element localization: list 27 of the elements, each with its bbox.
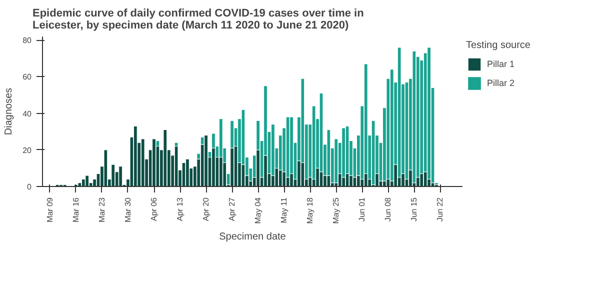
- x-tick-label: Mar 30: [123, 196, 132, 222]
- x-tick-label: May 18: [306, 196, 315, 224]
- x-tick-label: May 11: [280, 196, 289, 224]
- x-tick-label: Mar 23: [97, 196, 106, 222]
- legend-label: Pillar 1: [487, 59, 515, 69]
- y-tick-label: 80: [22, 36, 32, 46]
- x-axis-title: Specimen date: [219, 232, 286, 243]
- y-tick-label: 0: [27, 182, 32, 192]
- x-tick-label: Mar 16: [71, 196, 80, 222]
- legend-label: Pillar 2: [487, 78, 515, 88]
- x-tick-label: Apr 20: [202, 196, 211, 222]
- legend-title: Testing source: [466, 40, 530, 51]
- y-tick-label: 20: [22, 146, 32, 155]
- x-tick-label: Apr 13: [176, 196, 185, 222]
- x-tick-label: Apr 06: [150, 196, 159, 222]
- x-tick-label: May 04: [254, 196, 263, 224]
- y-tick-label: 40: [22, 109, 32, 118]
- x-tick-label: Mar 09: [45, 196, 54, 222]
- x-tick-label: Jun 01: [358, 196, 367, 222]
- x-tick-label: Jun 15: [410, 196, 419, 222]
- x-tick-label: May 25: [332, 196, 341, 224]
- x-tick-label: Jun 08: [384, 196, 393, 222]
- x-tick-label: Jun 22: [436, 196, 445, 222]
- y-tick-label: 60: [22, 72, 32, 82]
- y-axis-title: Diagnoses: [4, 88, 15, 136]
- x-tick-label: Apr 27: [228, 196, 237, 222]
- chart-title: Epidemic curve of daily confirmed COVID-19 cases over time in Leicester, by specimen date (March 11 2020 to June 21 2020): [32, 8, 364, 32]
